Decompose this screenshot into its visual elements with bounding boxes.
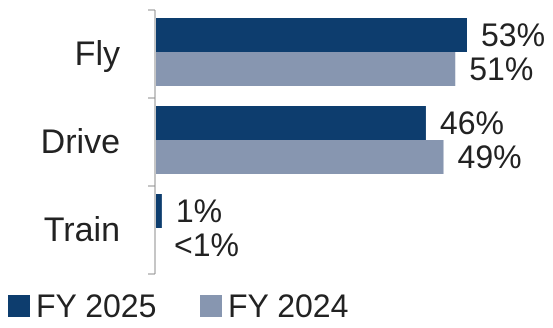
data-label: 53% [481,17,545,53]
bar-fy-2025 [156,106,426,140]
bar-fy-2024 [156,140,444,174]
legend-swatch [200,295,222,317]
bar-fy-2025 [156,194,162,228]
data-label: 46% [440,105,504,141]
category-label: Fly [75,35,120,73]
bar-fy-2024 [156,52,456,86]
bars-layer [156,18,467,228]
data-label: 49% [458,139,522,175]
category-label: Train [44,211,120,249]
labels-layer: 53%51% 46%49% 1%<1% [174,17,545,263]
data-label: 51% [469,51,533,87]
data-label: <1% [174,227,239,263]
bar-fy-2025 [156,18,467,52]
legend: FY 2025 FY 2024 [8,288,348,324]
category-label: Drive [41,123,120,161]
data-label: 1% [176,193,222,229]
axis-layer: Fly Drive Train [41,9,156,275]
legend-label: FY 2024 [228,288,348,323]
legend-label: FY 2025 [36,288,156,323]
legend-swatch [8,295,30,317]
